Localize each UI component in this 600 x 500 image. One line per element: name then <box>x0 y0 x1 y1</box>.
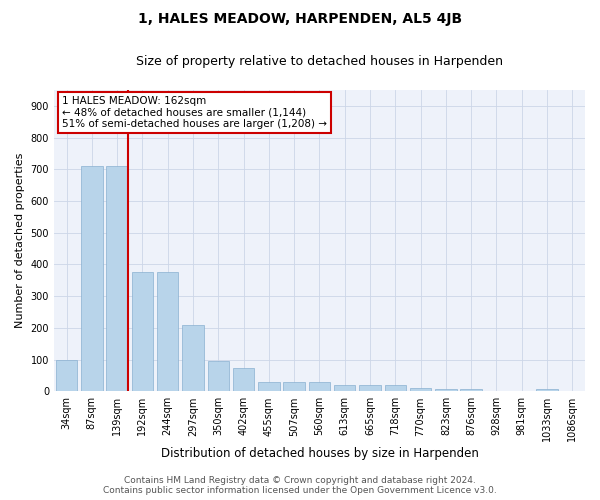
Bar <box>131 272 153 392</box>
Bar <box>233 368 254 392</box>
Bar <box>208 361 229 392</box>
Bar <box>410 388 431 392</box>
Bar <box>385 385 406 392</box>
Bar <box>435 389 457 392</box>
Bar <box>334 385 355 392</box>
Bar <box>283 382 305 392</box>
Bar <box>460 389 482 392</box>
Text: Contains HM Land Registry data © Crown copyright and database right 2024.
Contai: Contains HM Land Registry data © Crown c… <box>103 476 497 495</box>
Bar <box>106 166 128 392</box>
Bar <box>182 324 204 392</box>
Bar <box>309 382 330 392</box>
Bar <box>536 389 558 392</box>
Y-axis label: Number of detached properties: Number of detached properties <box>15 153 25 328</box>
Bar <box>359 385 381 392</box>
Text: 1 HALES MEADOW: 162sqm
← 48% of detached houses are smaller (1,144)
51% of semi-: 1 HALES MEADOW: 162sqm ← 48% of detached… <box>62 96 327 129</box>
Bar <box>258 382 280 392</box>
Text: 1, HALES MEADOW, HARPENDEN, AL5 4JB: 1, HALES MEADOW, HARPENDEN, AL5 4JB <box>138 12 462 26</box>
Bar <box>81 166 103 392</box>
X-axis label: Distribution of detached houses by size in Harpenden: Distribution of detached houses by size … <box>161 447 478 460</box>
Title: Size of property relative to detached houses in Harpenden: Size of property relative to detached ho… <box>136 55 503 68</box>
Bar <box>56 360 77 392</box>
Bar <box>157 272 178 392</box>
